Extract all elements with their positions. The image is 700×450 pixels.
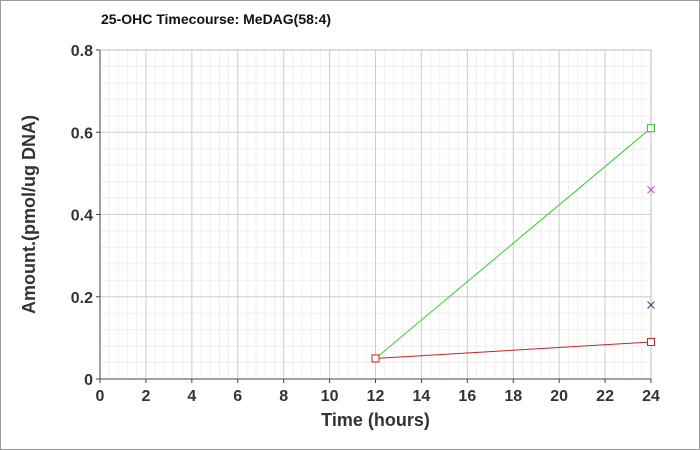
y-axis-title: Amount.(pmol/ug DNA) — [19, 115, 39, 314]
y-tick-label: 0.6 — [71, 125, 93, 142]
x-tick-label: 2 — [141, 388, 150, 405]
series-layer — [371, 124, 655, 363]
data-point-marker — [647, 185, 655, 194]
y-tick-labels: 0 0.2 0.4 0.6 0.8 — [71, 43, 100, 389]
x-tick-label: 0 — [96, 388, 105, 405]
data-point-marker — [647, 124, 655, 133]
series-line — [375, 341, 652, 359]
marker-stroke — [647, 301, 655, 309]
series-3 — [647, 185, 655, 194]
marker-stroke — [647, 185, 655, 194]
data-point-marker — [647, 337, 655, 346]
y-tick-label: 0.2 — [71, 290, 93, 307]
series-4 — [647, 301, 655, 309]
series-2 — [371, 337, 655, 363]
x-tick-label: 6 — [233, 388, 242, 405]
data-point-marker — [371, 354, 380, 363]
data-point-marker — [647, 301, 655, 309]
x-tick-label: 14 — [413, 388, 431, 405]
series-line — [375, 127, 652, 359]
chart-title: 25-OHC Timecourse: MeDAG(58:4) — [101, 11, 332, 27]
x-axis-title: Time (hours) — [321, 410, 430, 430]
x-tick-label: 18 — [504, 388, 522, 405]
x-tick-label: 24 — [642, 388, 660, 405]
x-tick-label: 4 — [187, 388, 196, 405]
y-tick-label: 0.8 — [71, 43, 93, 60]
x-tick-label: 12 — [367, 388, 385, 405]
y-tick-label: 0.4 — [71, 208, 93, 225]
y-tick-label: 0 — [84, 372, 93, 389]
x-tick-label: 22 — [596, 388, 614, 405]
x-tick-label: 10 — [321, 388, 339, 405]
x-tick-label: 16 — [458, 388, 476, 405]
x-tick-label: 8 — [279, 388, 288, 405]
x-tick-labels: 0 2 4 6 8 10 12 14 16 18 20 22 24 — [96, 379, 660, 405]
x-tick-label: 20 — [550, 388, 568, 405]
